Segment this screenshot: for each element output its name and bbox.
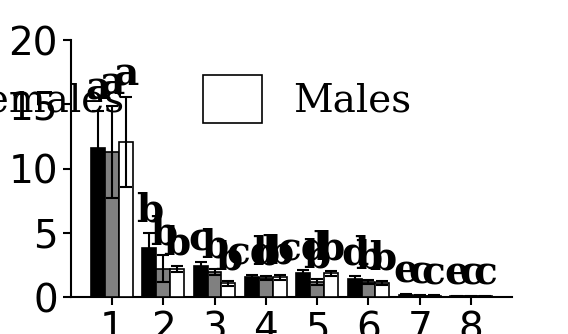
Bar (273, 277, 286, 297)
Bar (245, 277, 258, 297)
Text: a: a (113, 55, 138, 94)
Bar (347, 279, 361, 297)
Bar (361, 282, 375, 297)
Text: c: c (458, 255, 482, 293)
Text: b: b (303, 237, 330, 276)
Text: c: c (473, 255, 496, 293)
Bar (258, 278, 273, 297)
Bar (221, 283, 235, 297)
Bar (463, 296, 477, 297)
Text: b: b (354, 238, 382, 276)
Text: cd: cd (277, 229, 328, 267)
Bar (426, 296, 440, 297)
Text: b: b (252, 234, 279, 273)
Bar (296, 274, 310, 297)
Bar (194, 267, 207, 297)
Text: b: b (163, 224, 190, 263)
Text: b: b (266, 234, 293, 272)
Text: cd: cd (226, 234, 277, 272)
Text: b: b (136, 192, 162, 230)
Bar (375, 283, 389, 297)
Bar (398, 295, 412, 297)
Text: c: c (189, 221, 212, 259)
Text: b: b (149, 214, 177, 252)
Text: d: d (341, 235, 367, 273)
Text: c: c (407, 254, 431, 292)
Bar (207, 272, 221, 297)
Text: b: b (317, 229, 344, 268)
Bar (477, 296, 491, 297)
Bar (412, 296, 426, 297)
Text: b: b (368, 239, 395, 278)
Bar (324, 274, 337, 297)
Bar (450, 296, 463, 297)
Bar (105, 152, 119, 297)
Bar (170, 269, 184, 297)
Text: e: e (393, 253, 417, 291)
Text: a: a (85, 69, 111, 108)
Text: b: b (215, 239, 241, 277)
Bar (310, 282, 324, 297)
Legend: Nymphs, Females, Males: Nymphs, Females, Males (0, 59, 426, 138)
Y-axis label: Mean number of F. occidentalis/flowers: Mean number of F. occidentalis/flowers (0, 0, 3, 334)
Text: b: b (201, 228, 228, 266)
Bar (119, 142, 132, 297)
Bar (91, 148, 105, 297)
Text: e: e (444, 255, 469, 292)
Bar (156, 269, 170, 297)
Bar (142, 248, 156, 297)
Text: a: a (99, 64, 124, 103)
Text: c: c (421, 254, 445, 292)
